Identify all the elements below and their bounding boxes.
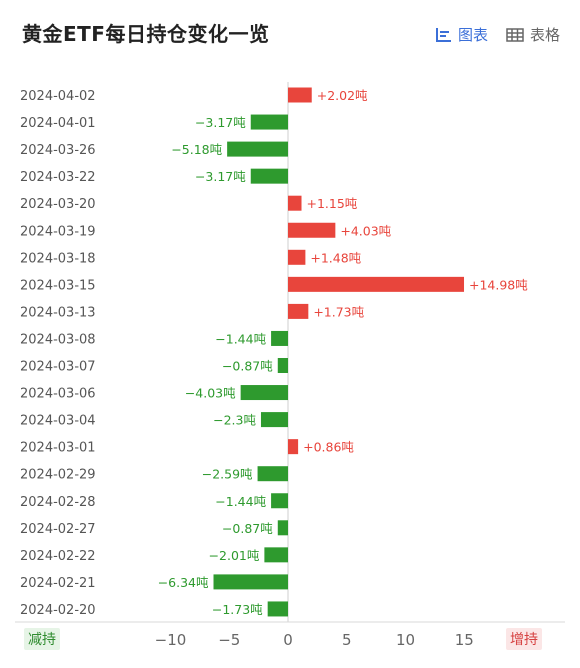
bar [267,601,288,617]
data-label: −5.18吨 [171,142,222,157]
bar [277,358,288,373]
bar [288,87,312,103]
category-label: 2024-02-27 [20,522,96,537]
bar [288,276,465,292]
category-label: 2024-02-22 [20,549,96,564]
legend-decrease: 减持 [24,628,60,650]
bar [250,114,288,130]
data-label: −2.3吨 [213,413,256,428]
category-label: 2024-03-15 [20,278,96,293]
tab-table-label: 表格 [529,26,560,44]
data-label: −2.59吨 [202,467,253,482]
data-label: −3.17吨 [195,169,246,184]
category-label: 2024-03-26 [20,143,96,158]
data-label: −1.73吨 [212,602,263,617]
category-label: 2024-03-20 [20,197,96,212]
bar [271,330,288,346]
bar [288,222,336,238]
data-label: +0.86吨 [303,440,354,455]
data-label: +1.15吨 [307,196,358,211]
bar [277,520,288,536]
category-label: 2024-03-06 [20,387,96,402]
category-label: 2024-04-02 [20,89,96,104]
bar [288,303,309,319]
category-label: 2024-03-13 [20,305,96,320]
header: 黄金ETF每日持仓变化一览 图表 [0,0,580,70]
data-label: −1.44吨 [215,494,266,509]
x-tick-label: 5 [342,631,352,649]
x-tick-label: 10 [396,631,415,649]
data-label: −0.87吨 [222,359,273,374]
category-label: 2024-03-18 [20,251,96,266]
bar [260,412,288,428]
category-label: 2024-02-28 [20,495,96,510]
data-label: −3.17吨 [195,115,246,130]
tab-table[interactable]: 表格 [506,24,560,45]
page-title: 黄金ETF每日持仓变化一览 [22,22,270,46]
category-label: 2024-04-01 [20,116,96,131]
bar [288,249,306,265]
tab-chart[interactable]: 图表 [435,24,488,45]
category-label: 2024-02-29 [20,468,96,483]
bar [288,439,299,455]
legend-increase: 增持 [506,628,542,650]
chart-icon [435,27,452,43]
data-label: +1.73吨 [313,304,364,319]
bar [271,493,288,509]
data-label: +4.03吨 [340,223,391,238]
data-label: +1.48吨 [310,250,361,265]
category-label: 2024-02-20 [20,603,96,618]
category-label: 2024-03-04 [20,414,96,429]
data-label: +2.02吨 [317,88,368,103]
data-label: −1.44吨 [215,331,266,346]
x-tick-label: 15 [455,631,474,649]
bar [257,466,288,482]
data-label: −6.34吨 [158,575,209,590]
bar [213,574,288,590]
data-label: −2.01吨 [209,548,260,563]
bar [250,168,288,184]
data-label: −4.03吨 [185,386,236,401]
data-label: +14.98吨 [469,277,528,292]
category-label: 2024-03-07 [20,360,96,375]
table-icon [506,27,524,42]
category-label: 2024-03-01 [20,441,96,456]
x-tick-label: −10 [155,631,187,649]
tab-chart-label: 图表 [457,26,488,44]
data-label: −0.87吨 [222,521,273,536]
category-label: 2024-02-21 [20,576,96,591]
x-tick-label: −5 [218,631,240,649]
bar [240,385,288,401]
bar [264,547,288,563]
category-label: 2024-03-08 [20,332,96,347]
category-label: 2024-03-19 [20,224,96,239]
bar [288,195,302,211]
view-tabs: 图表 表格 [435,24,560,45]
x-tick-label: 0 [283,631,293,649]
category-label: 2024-03-22 [20,170,96,185]
bar [227,141,288,157]
